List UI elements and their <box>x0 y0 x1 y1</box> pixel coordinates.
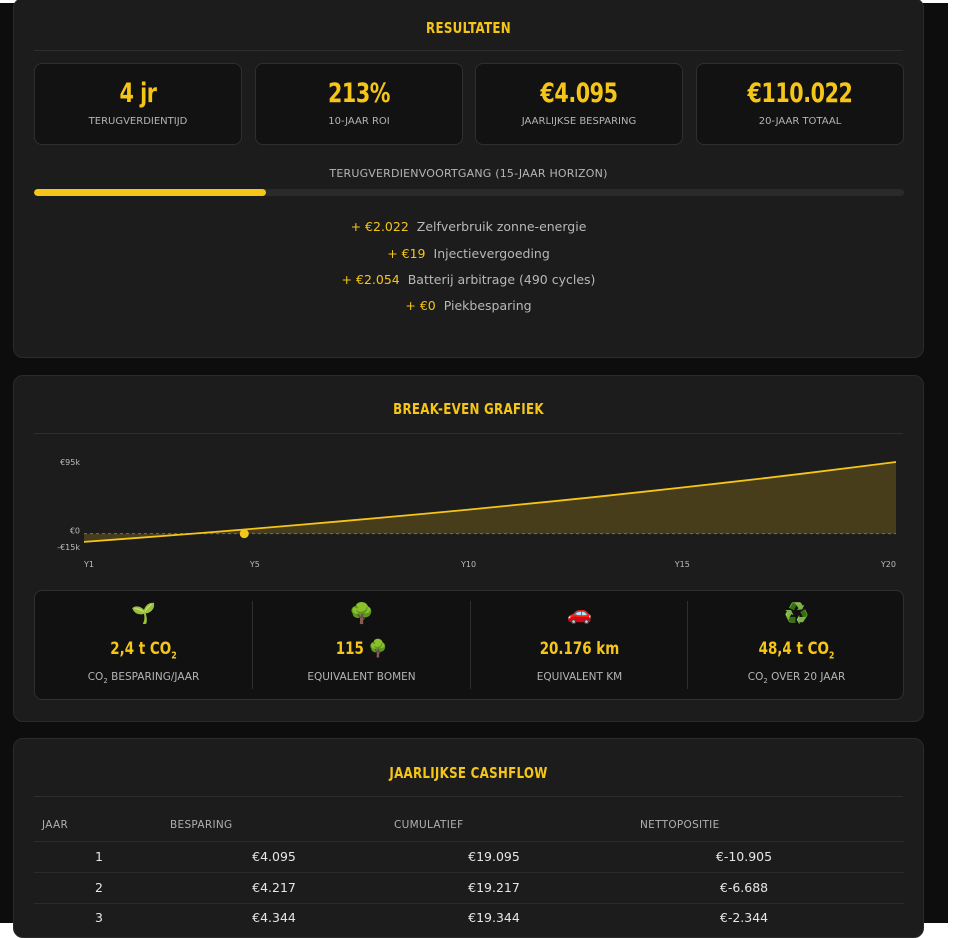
stat-roi-value: 213% <box>327 78 391 109</box>
x-tick-label: Y15 <box>674 560 690 569</box>
breakdown-desc: Zelfverbruik zonne-energie <box>416 219 587 234</box>
chart-area <box>84 462 896 542</box>
col-header-year: JAAR <box>42 819 69 831</box>
x-tick-label: Y5 <box>249 560 260 569</box>
impact-label: CO2 BESPARING/JAAR <box>87 671 200 686</box>
breakdown-item: + €2.022 Zelfverbruik zonne-energie <box>34 219 903 234</box>
cell-saving: €4.217 <box>252 880 296 895</box>
stat-payback: 4 jr TERUGVERDIENTIJD <box>34 63 242 145</box>
cell-year: 3 <box>95 910 103 925</box>
tree-icon: 🌳 <box>349 601 374 625</box>
impact-trees: 🌳 115 🌳 EQUIVALENT BOMEN <box>253 591 470 699</box>
row-divider <box>34 903 904 904</box>
breakdown-desc: Piekbesparing <box>443 298 532 313</box>
breakdown-amount: + €2.054 <box>341 272 400 287</box>
x-tick-label: Y20 <box>880 560 896 569</box>
impact-separator <box>687 601 688 689</box>
impact-co2-20y: ♻️ 48,4 t CO2 CO2 OVER 20 JAAR <box>688 591 905 699</box>
cell-net-position: €-10.905 <box>715 849 773 864</box>
y-tick-label: €0 <box>70 527 80 536</box>
breakdown-desc: Injectievergoeding <box>433 246 550 261</box>
impact-co2-year: 🌱 2,4 t CO2 CO2 BESPARING/JAAR <box>35 591 252 699</box>
breakdown-amount: + €2.022 <box>350 219 409 234</box>
impact-panel: 🌱 2,4 t CO2 CO2 BESPARING/JAAR 🌳 115 🌳 E… <box>34 590 904 700</box>
stat-20y-total-label: 20-JAAR TOTAAL <box>758 116 842 127</box>
impact-value: 115 🌳 <box>335 639 388 659</box>
impact-value: 2,4 t CO2 <box>110 639 177 662</box>
impact-label: EQUIVALENT BOMEN <box>307 671 416 683</box>
recycle-icon: ♻️ <box>784 601 809 625</box>
cell-cumulative: €19.344 <box>468 910 520 925</box>
progress-track <box>34 189 904 196</box>
breakeven-marker <box>239 529 249 539</box>
breakdown-item: + €0 Piekbesparing <box>34 298 903 313</box>
breakdown-desc: Batterij arbitrage (490 cycles) <box>407 272 596 287</box>
x-tick-label: Y1 <box>83 560 94 569</box>
cell-saving: €4.095 <box>252 849 296 864</box>
stat-annual-saving: €4.095 JAARLIJKSE BESPARING <box>475 63 683 145</box>
results-title: RESULTATEN <box>426 19 511 37</box>
cell-saving: €4.344 <box>252 910 296 925</box>
breakdown-amount: + €19 <box>387 246 426 261</box>
col-header-cumulative: CUMULATIEF <box>394 819 464 831</box>
cell-cumulative: €19.217 <box>468 880 520 895</box>
x-tick-label: Y10 <box>460 560 476 569</box>
progress-fill <box>34 189 267 196</box>
y-tick-label: €95k <box>60 458 80 467</box>
results-card: RESULTATEN 4 jr TERUGVERDIENTIJD 213% 10… <box>13 0 924 358</box>
car-icon: 🚗 <box>567 601 592 625</box>
impact-value: 20.176 km <box>539 639 620 659</box>
cell-year: 1 <box>95 849 103 864</box>
impact-value: 48,4 t CO2 <box>758 639 835 662</box>
cashflow-card: JAARLIJKSE CASHFLOW JAAR BESPARING CUMUL… <box>13 738 924 938</box>
impact-km: 🚗 20.176 km EQUIVALENT KM <box>471 591 688 699</box>
impact-label: EQUIVALENT KM <box>536 671 623 683</box>
breakdown-item: + €19 Injectievergoeding <box>34 246 903 261</box>
stat-roi: 213% 10-JAAR ROI <box>255 63 463 145</box>
impact-label: CO2 OVER 20 JAAR <box>747 671 846 686</box>
cell-net-position: €-2.344 <box>719 910 769 925</box>
header-divider <box>34 841 904 842</box>
stat-roi-label: 10-JAAR ROI <box>328 116 390 127</box>
breakeven-title: BREAK-EVEN GRAFIEK <box>393 400 544 418</box>
cashflow-title: JAARLIJKSE CASHFLOW <box>389 764 548 782</box>
stat-20y-total: €110.022 20-JAAR TOTAAL <box>696 63 904 145</box>
col-header-net-position: NETTOPOSITIE <box>640 819 720 831</box>
stat-payback-label: TERUGVERDIENTIJD <box>88 116 188 127</box>
row-divider <box>34 872 904 873</box>
impact-separator <box>470 601 471 689</box>
results-divider <box>34 50 903 51</box>
progress-label: TERUGVERDIENVOORTGANG (15-JAAR HORIZON) <box>329 167 608 180</box>
breakeven-card: BREAK-EVEN GRAFIEK €95k €0 -€15k Y1 Y5 Y10 Y1… <box>13 375 924 722</box>
breakeven-chart: €95k €0 -€15k Y1 Y5 Y10 Y15 Y20 <box>57 458 897 569</box>
y-tick-label: -€15k <box>57 543 80 552</box>
stat-payback-value: 4 jr <box>119 78 157 109</box>
breakdown-amount: + €0 <box>405 298 436 313</box>
col-header-saving: BESPARING <box>170 819 233 831</box>
breakdown-item: + €2.054 Batterij arbitrage (490 cycles) <box>34 272 903 287</box>
breakeven-divider <box>34 433 903 434</box>
cashflow-divider <box>34 796 903 797</box>
impact-separator <box>252 601 253 689</box>
stat-annual-saving-label: JAARLIJKSE BESPARING <box>521 116 637 127</box>
stat-20y-total-value: €110.022 <box>747 78 853 109</box>
stat-annual-saving-value: €4.095 <box>540 78 618 109</box>
cell-cumulative: €19.095 <box>468 849 520 864</box>
cell-year: 2 <box>95 880 103 895</box>
cell-net-position: €-6.688 <box>719 880 769 895</box>
chart-series-line <box>83 461 897 543</box>
sprout-icon: 🌱 <box>131 601 156 625</box>
